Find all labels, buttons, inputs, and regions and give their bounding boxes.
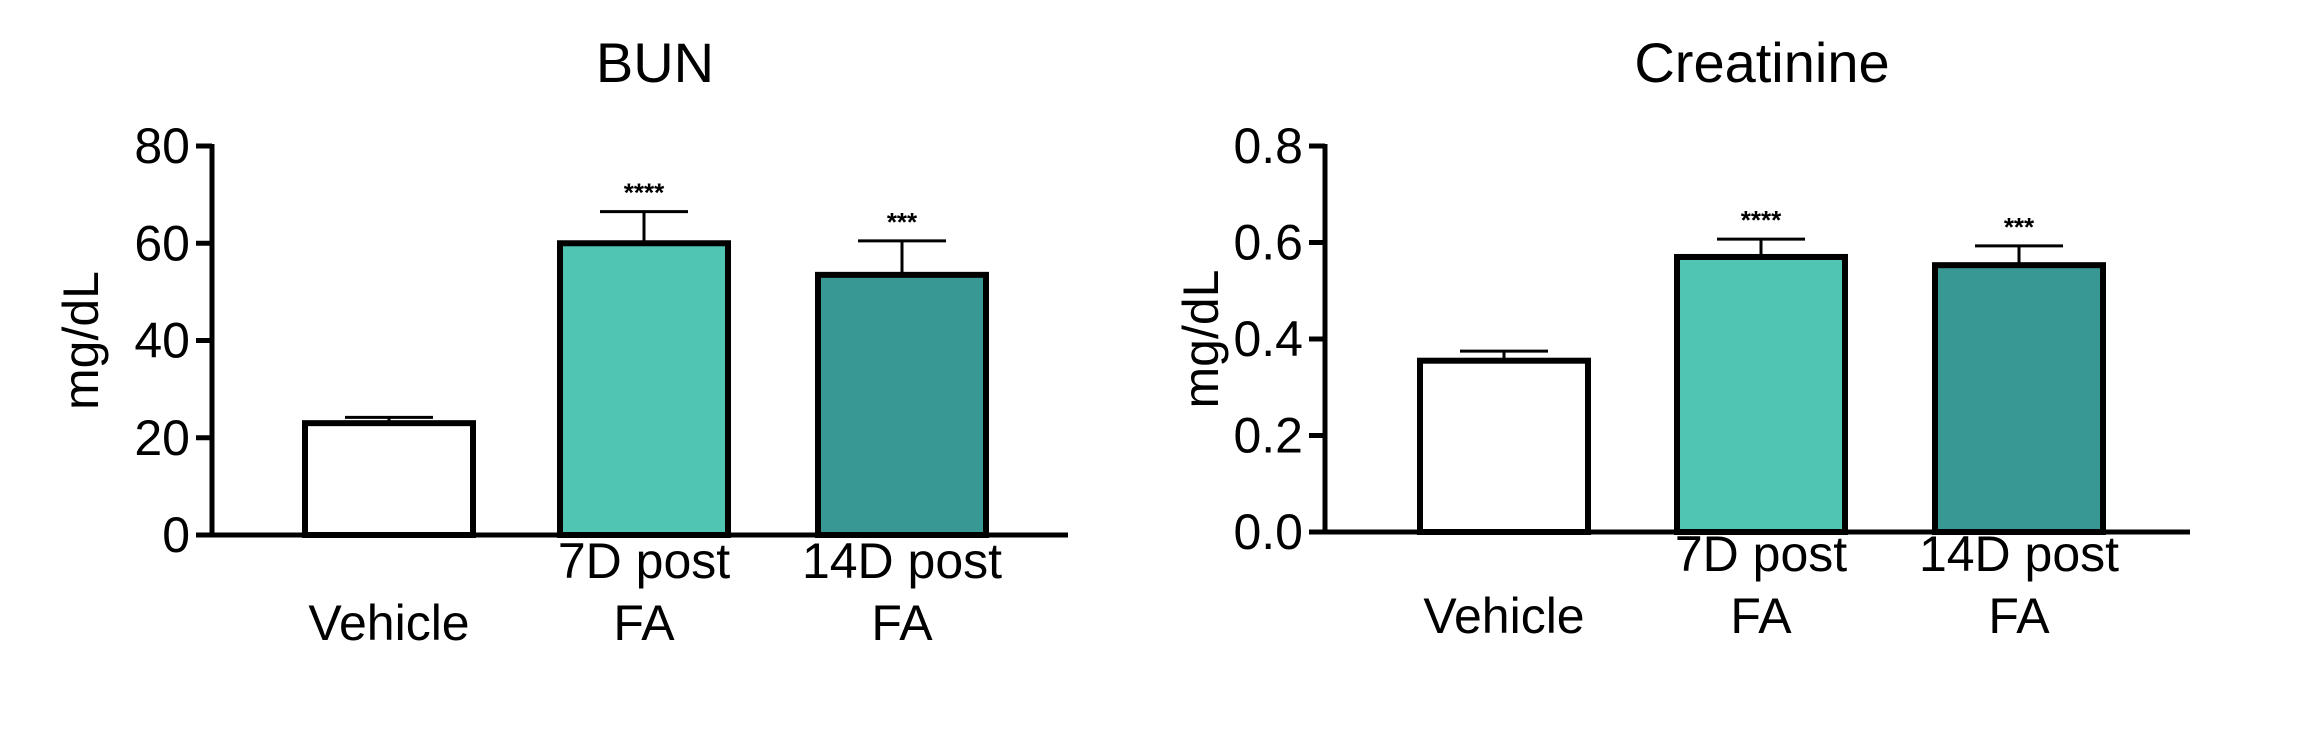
x-tick-label: Vehicle <box>308 595 469 651</box>
bar <box>1674 253 1848 535</box>
bar <box>1417 357 1591 535</box>
bar <box>815 271 989 538</box>
y-tick-label: 0.2 <box>1233 408 1303 464</box>
x-tick-label: FA <box>871 595 933 651</box>
significance-label: **** <box>1741 205 1782 235</box>
x-tick-label: 14D post <box>1919 526 2119 582</box>
chart-title: BUN <box>596 31 714 94</box>
x-tick-label: 7D post <box>1675 526 1847 582</box>
y-axis-label: mg/dL <box>53 271 109 410</box>
x-tick-label: 14D post <box>802 533 1002 589</box>
chart-1: Creatinine mg/dL 0.0 0.2 0.4 0.6 0.8 Vehicle ***… <box>1173 31 2190 644</box>
significance-label: **** <box>624 178 665 208</box>
x-tick-label: 7D post <box>558 533 730 589</box>
y-tick-label: 20 <box>134 410 190 466</box>
x-tick-label: FA <box>1730 588 1792 644</box>
y-tick-label: 60 <box>134 215 190 271</box>
y-axis-label: mg/dL <box>1173 270 1229 409</box>
y-tick-label: 0.6 <box>1233 215 1303 271</box>
significance-label: *** <box>887 207 918 237</box>
y-tick-label: 0 <box>162 507 190 563</box>
chart-0: BUN mg/dL 0 20 40 60 80 Vehicle **** 7D post FA ***… <box>53 31 1068 651</box>
significance-label: *** <box>2004 212 2035 242</box>
bar <box>557 240 731 538</box>
bar <box>1932 262 2106 535</box>
x-tick-label: Vehicle <box>1423 588 1584 644</box>
x-tick-label: FA <box>613 595 675 651</box>
y-tick-label: 80 <box>134 118 190 174</box>
y-tick-label: 40 <box>134 313 190 369</box>
y-tick-label: 0.8 <box>1233 118 1303 174</box>
bar <box>302 420 476 539</box>
y-tick-label: 0.4 <box>1233 311 1303 367</box>
x-tick-label: FA <box>1988 588 2050 644</box>
chart-title: Creatinine <box>1634 31 1889 94</box>
y-tick-label: 0.0 <box>1233 504 1303 560</box>
